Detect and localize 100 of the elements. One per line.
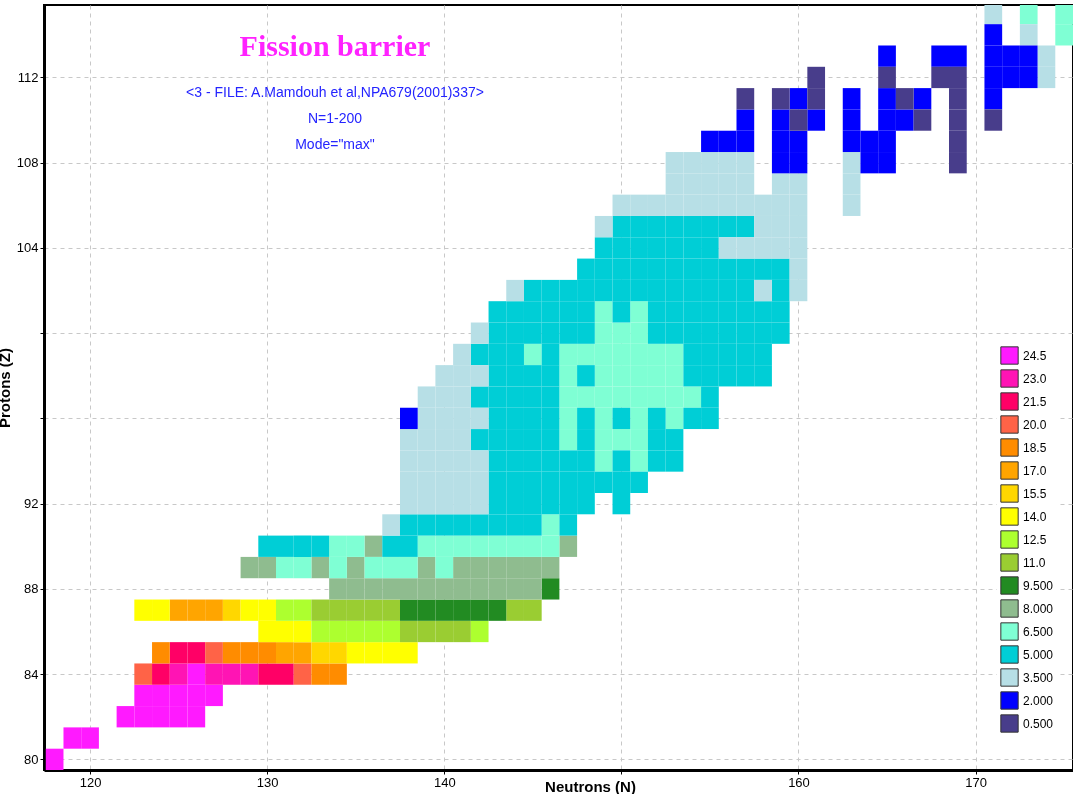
legend-label: 15.5 xyxy=(1023,486,1047,501)
point xyxy=(913,88,932,110)
point xyxy=(417,620,436,643)
point xyxy=(311,620,330,643)
point xyxy=(364,556,383,579)
point xyxy=(81,727,99,749)
point xyxy=(789,130,808,153)
point xyxy=(276,663,294,685)
point xyxy=(1019,5,1038,25)
point xyxy=(541,514,560,536)
point xyxy=(276,620,294,643)
point xyxy=(222,599,241,621)
point xyxy=(240,663,259,685)
point xyxy=(435,535,454,557)
point xyxy=(453,620,471,643)
point xyxy=(258,556,277,579)
point xyxy=(577,343,595,366)
point xyxy=(913,109,932,131)
point xyxy=(205,599,223,621)
point xyxy=(346,556,365,579)
point xyxy=(276,556,294,579)
point xyxy=(364,599,383,621)
point xyxy=(346,620,365,643)
point xyxy=(878,152,896,174)
point xyxy=(187,663,206,685)
point xyxy=(594,301,613,323)
point xyxy=(417,578,436,600)
point xyxy=(205,684,223,707)
legend-label: 11.0 xyxy=(1023,555,1046,570)
point xyxy=(736,109,755,131)
legend-label: 17.0 xyxy=(1023,463,1047,478)
text: Fission barrier xyxy=(239,29,431,62)
point xyxy=(399,642,418,664)
point xyxy=(506,599,524,621)
point xyxy=(736,130,755,153)
point xyxy=(470,620,489,643)
point xyxy=(842,109,861,131)
legend-label: 24.5 xyxy=(1023,348,1047,363)
point xyxy=(523,535,542,557)
point xyxy=(949,66,967,89)
point xyxy=(895,88,914,110)
point xyxy=(523,556,542,579)
legend-label: 5.000 xyxy=(1023,647,1054,662)
point xyxy=(594,343,613,366)
annotation: N=1-200 xyxy=(307,110,363,126)
point xyxy=(293,642,312,664)
point xyxy=(470,556,489,579)
point xyxy=(1002,45,1020,67)
point xyxy=(1055,5,1073,25)
legend-label: 12.5 xyxy=(1023,532,1047,547)
point xyxy=(984,66,1003,89)
point xyxy=(364,620,383,643)
point xyxy=(134,684,153,707)
point xyxy=(258,663,277,685)
point xyxy=(134,706,153,728)
legend-label: 8.000 xyxy=(1023,601,1054,616)
point xyxy=(807,66,826,89)
point xyxy=(399,407,418,430)
point xyxy=(594,322,613,344)
point xyxy=(506,578,524,600)
point xyxy=(329,620,347,643)
point xyxy=(1002,66,1020,89)
point xyxy=(665,407,684,430)
point xyxy=(559,386,578,408)
point xyxy=(559,343,578,366)
legend-label: 3.500 xyxy=(1023,670,1054,685)
point xyxy=(169,642,188,664)
point xyxy=(665,386,684,408)
point xyxy=(718,130,737,153)
point xyxy=(258,620,277,643)
x-tick-label: 160 xyxy=(788,774,810,790)
point xyxy=(1055,24,1073,46)
point xyxy=(152,706,170,728)
point xyxy=(577,386,595,408)
point xyxy=(470,599,489,621)
point xyxy=(630,429,648,451)
point xyxy=(435,556,454,579)
point xyxy=(488,556,507,579)
point xyxy=(399,620,418,643)
point xyxy=(559,407,578,430)
point xyxy=(736,88,755,110)
point xyxy=(240,642,259,664)
point xyxy=(807,109,826,131)
point xyxy=(984,109,1003,131)
point xyxy=(506,556,524,579)
point xyxy=(329,642,347,664)
point xyxy=(187,684,206,707)
point xyxy=(63,727,82,749)
legend-label: 9.500 xyxy=(1023,578,1054,593)
point xyxy=(169,684,188,707)
point xyxy=(311,642,330,664)
point xyxy=(789,109,808,131)
point xyxy=(842,88,861,110)
point xyxy=(488,578,507,600)
point xyxy=(453,599,471,621)
point xyxy=(187,599,206,621)
legend-label: 21.5 xyxy=(1023,394,1047,409)
point xyxy=(949,45,967,67)
point xyxy=(630,343,648,366)
point xyxy=(630,407,648,430)
